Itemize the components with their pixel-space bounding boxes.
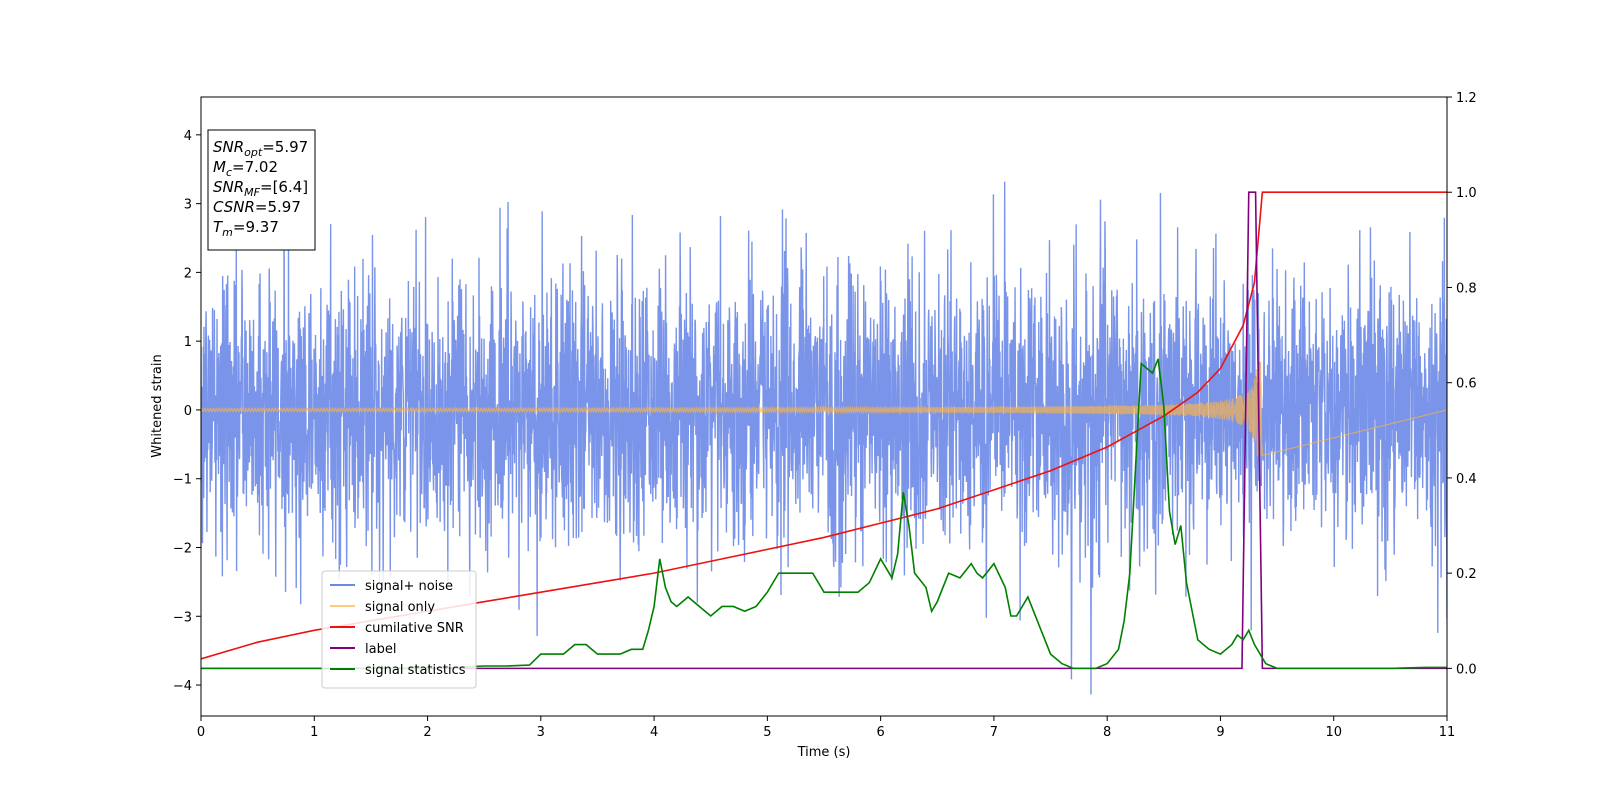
info-subscript: m (222, 226, 233, 239)
info-line: Tm=9.37 (213, 218, 279, 239)
info-subscript: c (226, 166, 232, 179)
info-symbol: M (213, 158, 226, 176)
info-box-frame (207, 129, 316, 251)
y-tick-label: −1 (173, 473, 192, 488)
x-tick-label: 2 (423, 725, 431, 740)
info-line: SNRMF=[6.4] (213, 178, 308, 199)
x-tick-label: 10 (1325, 725, 1342, 740)
legend-label-label: label (365, 642, 396, 657)
info-value: =5.97 (255, 198, 301, 216)
y-tick-label: 2 (184, 266, 192, 281)
plot-frame (200, 96, 1448, 717)
legend-label-signal-statistics: signal statistics (365, 663, 466, 678)
x-tick-label: 7 (990, 725, 998, 740)
info-line: SNRopt=5.97 (213, 138, 308, 159)
x-tick-label: 6 (876, 725, 884, 740)
info-symbol: CSNR (213, 198, 255, 216)
info-line: Mc=7.02 (213, 158, 278, 179)
y2-tick-label: 1.0 (1456, 186, 1477, 201)
info-value: =9.37 (233, 218, 279, 236)
info-line: CSNR=5.97 (213, 198, 301, 216)
series-line-signal-statistics (201, 358, 1447, 670)
y-tick-label: −2 (173, 541, 192, 556)
y-axis-label: Whitened strain (150, 354, 165, 457)
y-tick-label: −4 (173, 679, 192, 694)
x-tick-label: 9 (1216, 725, 1224, 740)
x-tick-label: 5 (763, 725, 771, 740)
y2-tick-label: 0.4 (1456, 472, 1477, 487)
x-tick-label: 3 (537, 725, 545, 740)
x-tick-label: 8 (1103, 725, 1111, 740)
legend-frame (321, 570, 477, 689)
y2-tick-label: 0.6 (1456, 377, 1477, 392)
info-subscript: opt (244, 146, 263, 159)
x-tick-label: 11 (1439, 725, 1456, 740)
legend-label-cumilative-snr: cumilative SNR (365, 621, 464, 636)
y2-tick-label: 0.0 (1456, 662, 1477, 677)
x-axis-label: Time (s) (797, 745, 851, 760)
series-line-signal-noise (201, 181, 1447, 695)
info-box: SNRopt=5.97Mc=7.02SNRMF=[6.4]CSNR=5.97Tm… (207, 129, 316, 251)
x-tick-label: 1 (310, 725, 318, 740)
info-symbol: SNR (213, 178, 244, 196)
x-tick-label: 0 (197, 725, 205, 740)
x-tick-label: 4 (650, 725, 658, 740)
y-tick-label: 4 (184, 129, 192, 144)
info-value: =5.97 (262, 138, 308, 156)
series-line-signal-only (201, 361, 1447, 457)
legend: signal+ noise signal only cumilative SNR la… (321, 570, 477, 689)
y-tick-label: 0 (184, 404, 192, 419)
legend-label-signal-only: signal only (365, 600, 435, 615)
info-symbol: T (213, 218, 224, 236)
info-subscript: MF (244, 186, 260, 199)
info-symbol: SNR (213, 138, 244, 156)
y-tick-label: −3 (173, 610, 192, 625)
y-axis-left: −4 −3 −2 −1 0 1 2 3 4 (173, 129, 201, 694)
y-tick-label: 1 (184, 335, 192, 350)
info-value: =[6.4] (260, 178, 308, 196)
y-axis-right: 0.0 0.2 0.4 0.6 0.8 1.0 1.2 (1447, 91, 1477, 677)
legend-label-signal-noise: signal+ noise (365, 579, 453, 594)
x-axis: 0 1 2 3 4 5 6 7 8 9 10 11 (197, 716, 1455, 740)
y2-tick-label: 1.2 (1456, 91, 1477, 106)
y2-tick-label: 0.2 (1456, 567, 1477, 582)
y2-tick-label: 0.8 (1456, 281, 1477, 296)
info-value: =7.02 (232, 158, 278, 176)
y-tick-label: 3 (184, 198, 192, 213)
